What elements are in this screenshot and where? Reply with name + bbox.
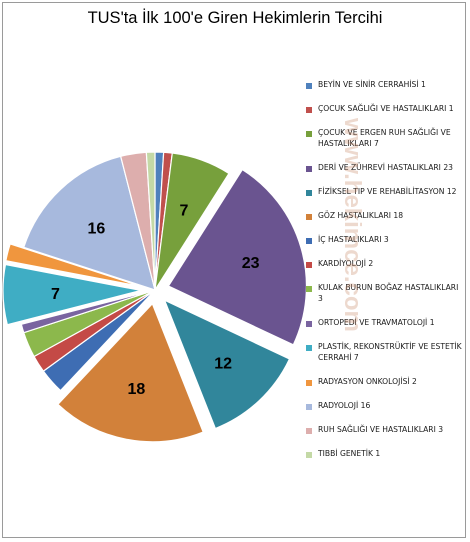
legend-label: RADYOLOJİ 16: [318, 401, 371, 410]
pie-slice-ortopedi-ve-travmatoloji-1: [20, 289, 156, 334]
legend-label: KULAK BURUN BOĞAZ HASTALIKLARI 3: [318, 283, 459, 303]
legend-label: KARDİYOLOJİ 2: [318, 259, 374, 268]
pie-slice-radyoloji-16: [22, 155, 156, 291]
pie-slice-tibbi-genetik-1: [145, 151, 156, 291]
pie-slice-plastik-rekonstruktif-ve-estetik-cerrahi-7: [2, 263, 142, 326]
data-label-cocuk-ve-ergen-ruh-sagligi-ve-hastaliklari-7: 7: [180, 202, 189, 219]
legend-swatch: [306, 83, 312, 89]
legend-label: PLASTİK, REKONSTRÜKTİF VE ESTETİK CERRAH…: [318, 342, 462, 362]
data-label-radyoloji-16: 16: [88, 221, 106, 238]
pie-data-labels: 7 23 12 18 7 16: [51, 202, 260, 397]
legend-swatch: [306, 404, 312, 410]
legend-swatch: [306, 166, 312, 172]
legend-swatch: [306, 238, 312, 244]
pie-slice-goz-hastaliklari-18: [57, 302, 204, 443]
legend-swatch: [306, 321, 312, 327]
legend-label: BEYİN VE SİNİR CERRAHİSİ 1: [318, 80, 426, 89]
legend-label: RUH SAĞLIĞI VE HASTALIKLARI 3: [318, 425, 444, 434]
legend-swatch: [306, 107, 312, 113]
data-label-plastik-rekonstruktif-ve-estetik-cerrahi-7: 7: [51, 286, 60, 303]
legend-swatch: [306, 345, 312, 351]
pie-slices: [2, 151, 307, 443]
legend-swatch: [306, 452, 312, 458]
legend-swatch: [306, 262, 312, 268]
legend-label: ORTOPEDİ VE TRAVMATOLOJİ 1: [318, 318, 435, 327]
chart-title: TUS'ta İlk 100'e Giren Hekimlerin Tercih…: [87, 9, 383, 27]
legend-swatch: [306, 380, 312, 386]
data-label-fiziksel-tip-ve-rehabilitasyon-12: 12: [214, 356, 232, 373]
data-label-deri-ve-zuhrevi-hastaliklari-23: 23: [242, 255, 260, 272]
legend-swatch: [306, 286, 312, 292]
legend-label: TIBBİ GENETİK 1: [318, 449, 381, 458]
watermark-text: www.hekimce.com: [340, 118, 362, 332]
legend-swatch: [306, 131, 312, 137]
legend-swatch: [306, 190, 312, 196]
pie-slice-radyasyon-onkolojisi-2: [5, 243, 142, 288]
legend-label: İÇ HASTALIKLARI 3: [318, 235, 389, 244]
legend-label: GÖZ HASTALIKLARI 18: [318, 211, 404, 220]
legend-label: DERİ VE ZÜHREVİ HASTALIKLARI 23: [318, 163, 453, 172]
watermark: www.hekimce.com: [340, 118, 362, 332]
data-label-goz-hastaliklari-18: 18: [127, 381, 145, 398]
pie-slice-deri-ve-zuhrevi-hastaliklari-23: [167, 168, 307, 346]
legend-label: ÇOCUK VE ERGEN RUH SAĞLIĞI VE HASTALIKLA…: [318, 128, 451, 148]
legend-label: RADYASYON ONKOLOJİSİ 2: [318, 377, 417, 386]
legend-label: ÇOCUK SAĞLIĞI VE HASTALIKLARI 1: [318, 104, 454, 113]
legend-label: FİZİKSEL TIP VE REHABİLİTASYON 12: [318, 187, 457, 196]
pie-slice-cocuk-ve-ergen-ruh-sagligi-ve-hastaliklari-7: [154, 152, 230, 291]
legend-swatch: [306, 428, 312, 434]
legend-swatch: [306, 214, 312, 220]
pie-slice-fiziksel-tip-ve-rehabilitasyon-12: [163, 299, 291, 430]
